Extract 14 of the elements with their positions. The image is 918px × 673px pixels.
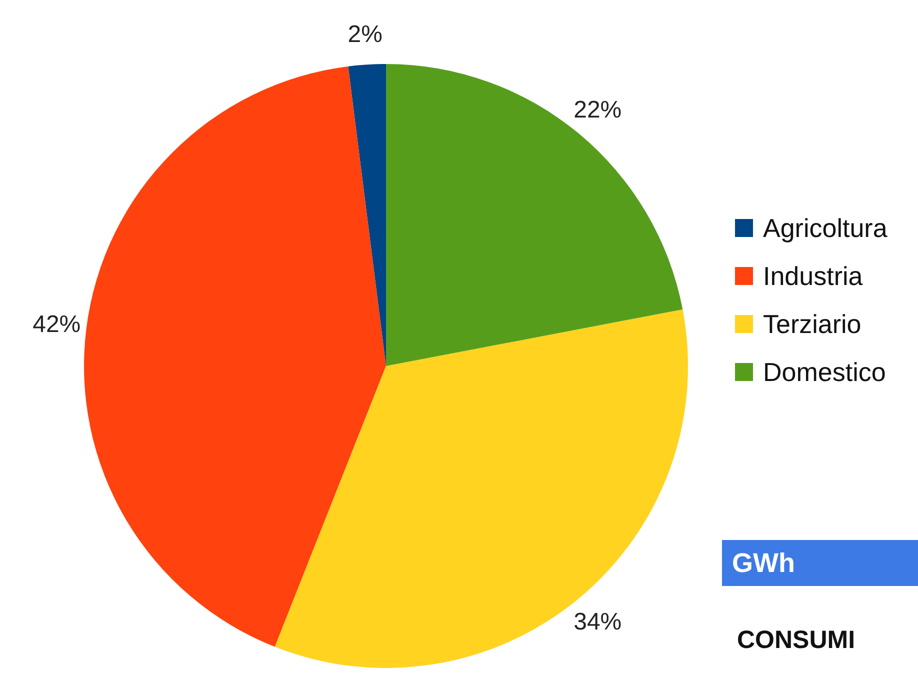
pie-slice xyxy=(84,66,386,647)
pie-slice xyxy=(348,64,386,366)
pie-slice xyxy=(386,64,683,366)
legend-label: Terziario xyxy=(763,309,862,339)
legend-label: Industria xyxy=(763,261,864,291)
data-label: 42% xyxy=(32,310,81,338)
data-label: 34% xyxy=(574,608,622,636)
legend-label: Domestico xyxy=(763,357,886,387)
pie-slice xyxy=(274,309,688,668)
data-label: 22% xyxy=(574,96,622,124)
legend-label: Agricoltura xyxy=(763,213,888,243)
text: GWh xyxy=(732,548,795,578)
text: CONSUMI xyxy=(737,626,856,654)
data-label: 2% xyxy=(348,21,382,48)
